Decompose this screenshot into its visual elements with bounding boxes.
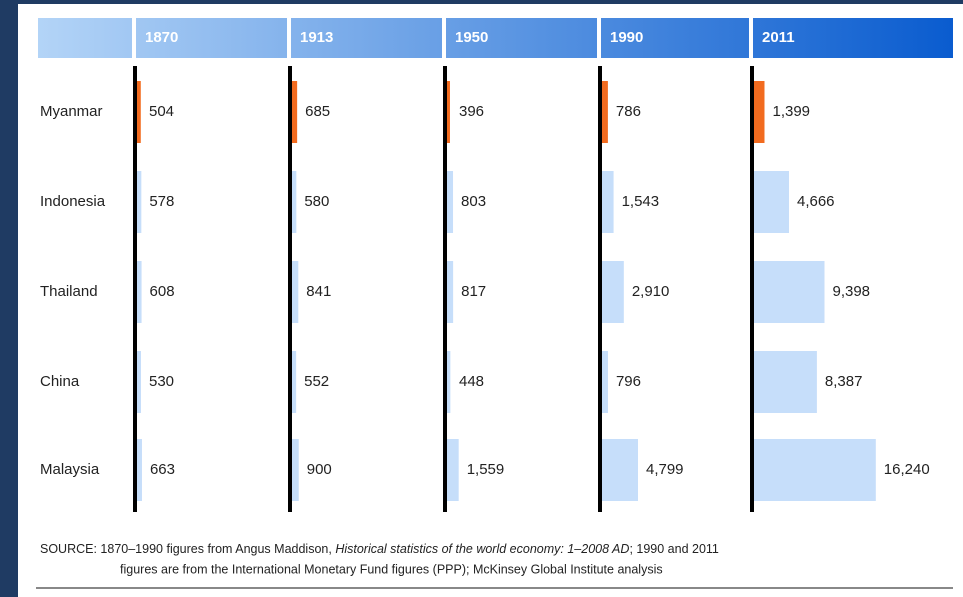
value-label: 663 xyxy=(150,461,175,478)
bar xyxy=(754,171,789,233)
bar xyxy=(292,81,298,143)
value-label: 8,387 xyxy=(825,373,863,390)
value-label: 504 xyxy=(149,103,174,120)
series-header: 1913 xyxy=(300,29,333,46)
source-text: ; 1990 and 2011 xyxy=(629,542,718,556)
category-label: Indonesia xyxy=(40,193,106,210)
bar xyxy=(754,261,825,323)
value-label: 817 xyxy=(461,283,486,300)
header-divider xyxy=(287,18,291,58)
value-label: 786 xyxy=(616,103,641,120)
value-label: 580 xyxy=(304,193,329,210)
series-header: 2011 xyxy=(762,29,795,46)
category-label: China xyxy=(40,373,80,390)
bar xyxy=(754,351,817,413)
source-note: figures are from the International Monet… xyxy=(120,562,663,576)
value-label: 1,399 xyxy=(772,103,810,120)
bar xyxy=(447,439,459,501)
value-label: 578 xyxy=(149,193,174,210)
bar xyxy=(602,351,608,413)
bar xyxy=(137,171,142,233)
bar xyxy=(754,81,765,143)
value-label: 685 xyxy=(305,103,330,120)
bar xyxy=(602,81,608,143)
source-note: SOURCE: 1870–1990 figures from Angus Mad… xyxy=(40,542,719,556)
value-label: 16,240 xyxy=(884,461,930,478)
category-label: Thailand xyxy=(40,283,98,300)
bar xyxy=(447,351,451,413)
value-label: 803 xyxy=(461,193,486,210)
header-band xyxy=(38,18,953,58)
bar xyxy=(137,351,141,413)
value-label: 448 xyxy=(459,373,484,390)
value-label: 396 xyxy=(459,103,484,120)
bar xyxy=(292,261,299,323)
value-label: 900 xyxy=(307,461,332,478)
bar xyxy=(602,171,614,233)
value-label: 841 xyxy=(306,283,331,300)
header-divider xyxy=(597,18,601,58)
value-label: 796 xyxy=(616,373,641,390)
value-label: 1,543 xyxy=(622,193,660,210)
series-header: 1990 xyxy=(610,29,643,46)
source-title: Historical statistics of the world econo… xyxy=(335,542,629,556)
bar xyxy=(137,81,141,143)
header-divider xyxy=(132,18,136,58)
bar xyxy=(602,261,624,323)
bar xyxy=(292,351,297,413)
value-label: 9,398 xyxy=(832,283,870,300)
bar xyxy=(602,439,638,501)
value-label: 530 xyxy=(149,373,174,390)
source-text: SOURCE: 1870–1990 figures from Angus Mad… xyxy=(40,542,335,556)
bar xyxy=(754,439,876,501)
bar xyxy=(447,171,454,233)
series-header: 1870 xyxy=(145,29,178,46)
category-label: Malaysia xyxy=(40,461,100,478)
bar xyxy=(447,261,454,323)
header-divider xyxy=(442,18,446,58)
bar xyxy=(137,261,142,323)
value-label: 2,910 xyxy=(632,283,670,300)
header-divider xyxy=(749,18,753,58)
value-label: 4,666 xyxy=(797,193,835,210)
category-label: Myanmar xyxy=(40,103,103,120)
value-label: 608 xyxy=(150,283,175,300)
bar xyxy=(137,439,142,501)
bar xyxy=(447,81,450,143)
value-label: 552 xyxy=(304,373,329,390)
bar xyxy=(292,171,297,233)
series-header: 1950 xyxy=(455,29,488,46)
bar xyxy=(292,439,299,501)
value-label: 4,799 xyxy=(646,461,684,478)
value-label: 1,559 xyxy=(467,461,505,478)
